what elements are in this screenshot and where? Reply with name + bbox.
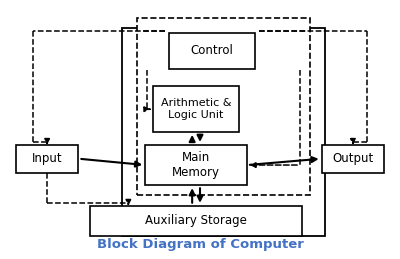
Text: Block Diagram of Computer: Block Diagram of Computer (96, 238, 304, 251)
Bar (145, 145, 247, 185)
Bar (16, 145, 78, 173)
Text: Output: Output (332, 152, 374, 165)
Text: Input: Input (32, 152, 62, 165)
Text: Auxiliary Storage: Auxiliary Storage (145, 214, 247, 227)
Text: Arithmetic &
Logic Unit: Arithmetic & Logic Unit (161, 98, 231, 120)
Text: Main
Memory: Main Memory (172, 151, 220, 179)
Bar (153, 86, 239, 132)
Text: Control: Control (190, 44, 233, 57)
Bar (322, 145, 384, 173)
Bar (122, 28, 326, 236)
Bar (169, 33, 255, 69)
Bar (137, 18, 310, 196)
Bar (90, 206, 302, 236)
